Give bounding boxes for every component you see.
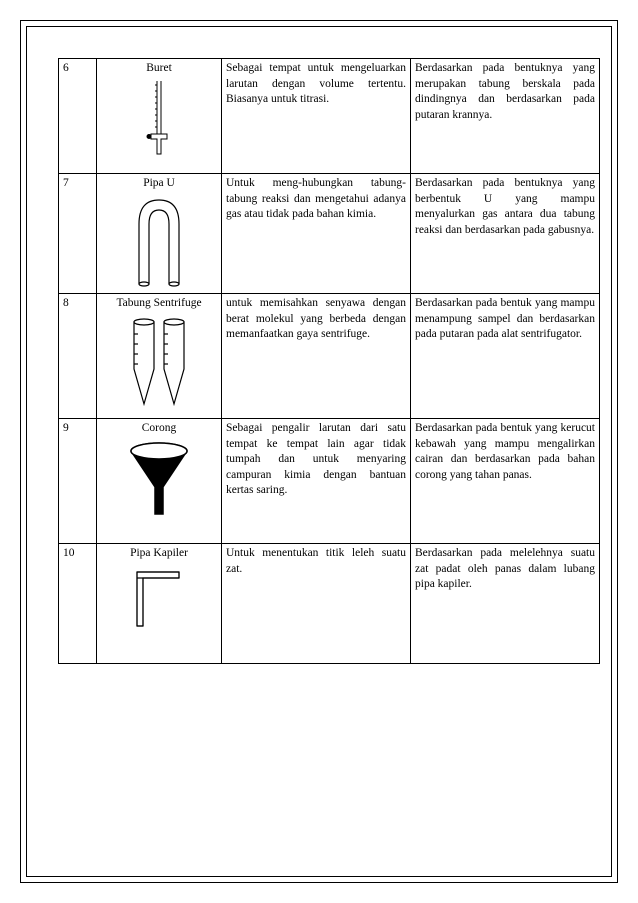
- cell-name: Pipa U: [97, 174, 222, 294]
- cell-description: Untuk menentukan titik leleh suatu zat.: [222, 544, 411, 664]
- cell-description: Sebagai tempat untuk mengeluarkan laruta…: [222, 59, 411, 174]
- equipment-name: Buret: [101, 61, 217, 77]
- cell-number: 9: [59, 419, 97, 544]
- equipment-name: Tabung Sentrifuge: [101, 296, 217, 312]
- cell-basis: Berdasarkan pada bentuk yang mampu menam…: [411, 294, 600, 419]
- cell-name: Pipa Kapiler: [97, 544, 222, 664]
- content-area: 6 Buret: [58, 58, 600, 664]
- cell-number: 7: [59, 174, 97, 294]
- equipment-table: 6 Buret: [58, 58, 600, 664]
- cell-number: 8: [59, 294, 97, 419]
- corong-icon: [101, 439, 217, 519]
- table-row: 7 Pipa U Untuk meng-hubungkan tabung-tab…: [59, 174, 600, 294]
- equipment-name: Corong: [101, 421, 217, 437]
- cell-description: Untuk meng-hubungkan tabung-tabung reaks…: [222, 174, 411, 294]
- table-row: 10 Pipa Kapiler: [59, 544, 600, 664]
- kapiler-icon: [101, 564, 217, 634]
- table-row: 9 Corong Sebagai pengalir larutan dari s…: [59, 419, 600, 544]
- equipment-name: Pipa Kapiler: [101, 546, 217, 562]
- cell-basis: Berdasarkan pada bentuknya yang merupaka…: [411, 59, 600, 174]
- equipment-name: Pipa U: [101, 176, 217, 192]
- cell-number: 6: [59, 59, 97, 174]
- cell-basis: Berdasarkan pada melelehnya suatu zat pa…: [411, 544, 600, 664]
- cell-name: Tabung Sentrifuge: [97, 294, 222, 419]
- buret-icon: [101, 79, 217, 159]
- cell-basis: Berdasarkan pada bentuk yang kerucut keb…: [411, 419, 600, 544]
- sentrifuge-icon: [101, 314, 217, 409]
- cell-name: Buret: [97, 59, 222, 174]
- table-row: 6 Buret: [59, 59, 600, 174]
- pipa-u-icon: [101, 194, 217, 289]
- cell-name: Corong: [97, 419, 222, 544]
- cell-number: 10: [59, 544, 97, 664]
- cell-description: Sebagai pengalir larutan dari satu tempa…: [222, 419, 411, 544]
- cell-basis: Berdasarkan pada bentuknya yang berbentu…: [411, 174, 600, 294]
- table-row: 8 Tabung Sentrifuge: [59, 294, 600, 419]
- cell-description: untuk memisahkan senyawa dengan berat mo…: [222, 294, 411, 419]
